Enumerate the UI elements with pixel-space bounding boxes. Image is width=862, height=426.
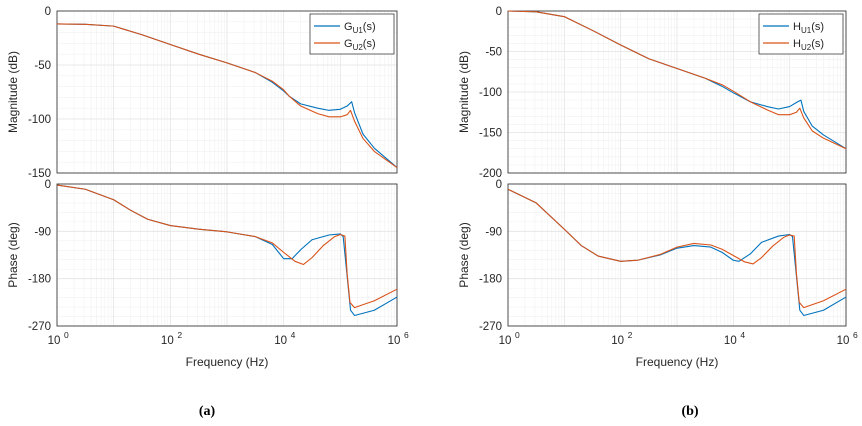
x-tick-exponent: 0 xyxy=(515,330,520,340)
y-tick-label: -90 xyxy=(34,226,51,238)
x-tick-exponent: 6 xyxy=(404,330,409,340)
legend-entry-1: GU1(s) xyxy=(344,21,376,35)
legend-entry-1: HU1(s) xyxy=(793,21,824,35)
y-tick-label: 0 xyxy=(496,6,502,18)
y-tick-label: 0 xyxy=(45,6,51,18)
chart-a: 0 -50 -100 -150 Magnitude (dB) 0 -90 -180 -270 Ph… xyxy=(6,6,409,419)
legend-box xyxy=(309,13,395,55)
y-tick-label: -50 xyxy=(34,60,51,72)
magnitude-series-2 xyxy=(507,10,847,150)
y-tick-label: 0 xyxy=(496,179,502,191)
x-tick-exponent: 6 xyxy=(853,330,858,340)
phase-frame xyxy=(56,183,398,327)
x-tick-label: 10 xyxy=(48,335,61,347)
panel-caption: (a) xyxy=(199,404,216,419)
y-tick-label: -150 xyxy=(479,128,502,140)
x-tick-label: 10 xyxy=(161,335,174,347)
panel-caption: (b) xyxy=(681,404,698,419)
x-tick-label: 10 xyxy=(499,335,512,347)
x-tick-exponent: 2 xyxy=(177,330,182,340)
magnitude-y-axis-label: Magnitude (dB) xyxy=(457,51,471,133)
phase-series-2 xyxy=(507,188,847,309)
y-tick-label: -150 xyxy=(28,168,51,180)
chart-b: 0 -50 -100 -150 -200 Magnitude (dB) 0 -90 -180 -2… xyxy=(457,6,858,419)
x-tick-exponent: 4 xyxy=(291,330,296,340)
y-tick-label: -100 xyxy=(479,87,502,99)
phase-frame xyxy=(507,183,847,327)
legend-box xyxy=(758,13,844,55)
x-axis-label: Frequency (Hz) xyxy=(636,355,719,369)
y-tick-label: -180 xyxy=(479,274,502,286)
x-tick-label: 10 xyxy=(388,335,401,347)
legend-entry-2: HU2(s) xyxy=(793,38,824,52)
magnitude-axes: 0 -50 -100 -150 Magnitude (dB) xyxy=(6,6,398,180)
y-tick-label: -90 xyxy=(485,226,502,238)
magnitude-series-2 xyxy=(56,23,398,169)
magnitude-y-axis-label: Magnitude (dB) xyxy=(6,51,20,133)
x-tick-exponent: 2 xyxy=(628,330,633,340)
phase-y-axis-label: Phase (deg) xyxy=(6,222,20,287)
y-tick-label: -100 xyxy=(28,114,51,126)
legend: GU1(s) GU2(s) xyxy=(309,13,395,55)
x-tick-label: 10 xyxy=(724,335,737,347)
x-tick-label: 10 xyxy=(611,335,624,347)
magnitude-frame xyxy=(507,10,847,174)
y-tick-label: 0 xyxy=(45,179,51,191)
x-tick-exponent: 4 xyxy=(740,330,745,340)
legend: HU1(s) HU2(s) xyxy=(758,13,844,55)
phase-series-2 xyxy=(56,184,398,309)
x-tick-exponent: 0 xyxy=(64,330,69,340)
x-axis-label: Frequency (Hz) xyxy=(186,355,269,369)
y-tick-label: -270 xyxy=(479,321,502,333)
y-tick-label: -180 xyxy=(28,274,51,286)
y-tick-label: -200 xyxy=(479,168,502,180)
legend-entry-2: GU2(s) xyxy=(344,38,376,52)
phase-y-axis-label: Phase (deg) xyxy=(457,222,471,287)
y-tick-label: -50 xyxy=(485,47,502,59)
x-tick-label: 10 xyxy=(274,335,287,347)
y-tick-label: -270 xyxy=(28,321,51,333)
x-tick-label: 10 xyxy=(837,335,850,347)
magnitude-frame xyxy=(56,10,398,174)
